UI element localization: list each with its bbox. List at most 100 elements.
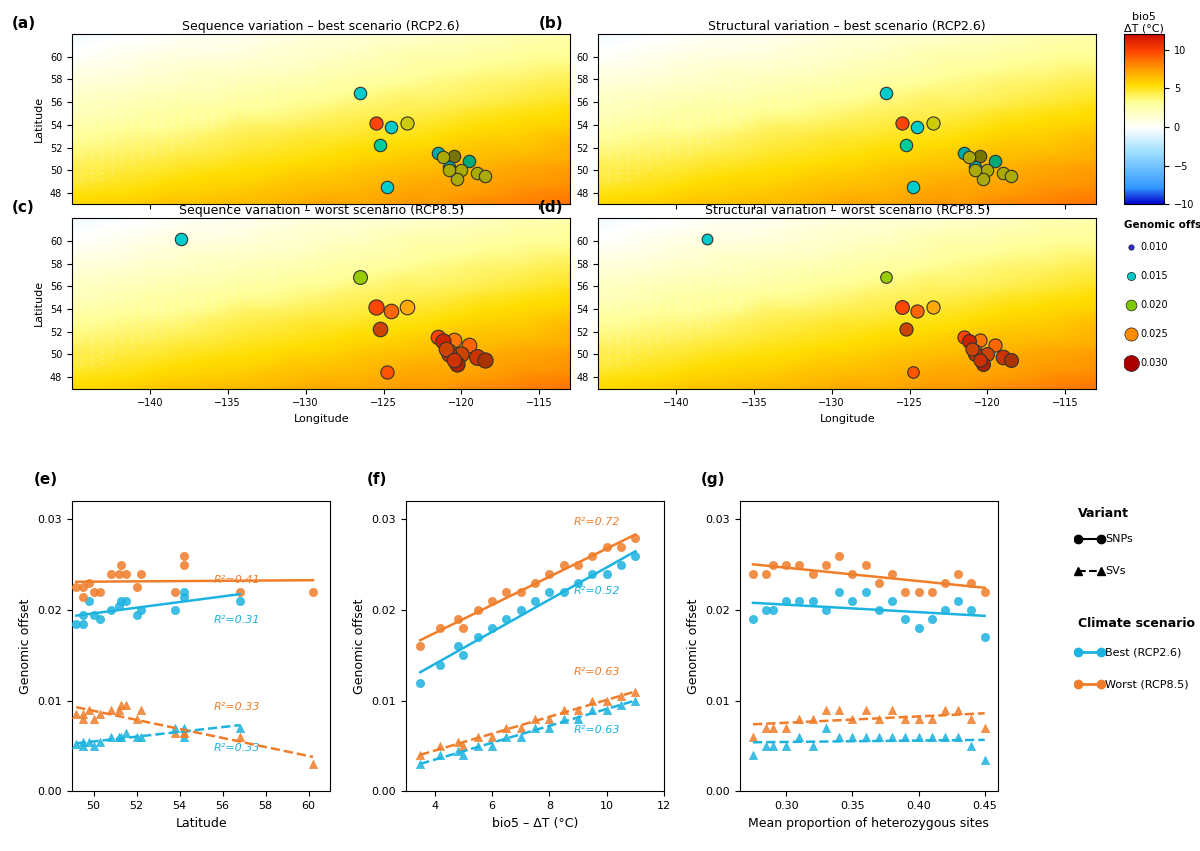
Point: [922, 613, 941, 626]
Point: [454, 740, 473, 753]
Y-axis label: Genomic offset: Genomic offset: [686, 599, 700, 694]
Point: [439, 163, 458, 177]
Point: [569, 576, 588, 590]
Point: [842, 730, 862, 744]
Point: [468, 730, 487, 744]
Point: [962, 740, 982, 753]
Title: Structural variation – worst scenario (RCP8.5): Structural variation – worst scenario (R…: [704, 204, 990, 217]
Point: [612, 699, 631, 712]
Point: [451, 348, 470, 362]
Point: [526, 594, 545, 608]
Text: R²=0.33: R²=0.33: [214, 743, 260, 753]
Point: [935, 703, 954, 717]
Point: [109, 567, 128, 580]
Point: [790, 712, 809, 726]
Point: [877, 86, 896, 100]
Point: [1001, 353, 1020, 367]
Point: [895, 730, 914, 744]
Point: [625, 531, 644, 545]
Point: [949, 594, 968, 608]
Point: [763, 721, 782, 734]
Point: [73, 617, 92, 631]
Point: [431, 621, 450, 635]
Point: [790, 594, 809, 608]
Point: [757, 603, 776, 617]
Point: [1122, 269, 1141, 283]
Point: [895, 613, 914, 626]
Point: [67, 738, 86, 751]
Point: [1122, 298, 1141, 311]
Point: [431, 740, 450, 753]
Point: [230, 730, 250, 744]
Text: (d): (d): [539, 200, 563, 214]
Point: [842, 567, 862, 580]
Point: [965, 160, 984, 174]
Point: [829, 549, 848, 563]
Point: [882, 567, 901, 580]
Point: [829, 585, 848, 599]
Point: [101, 603, 120, 617]
Text: R²=0.63: R²=0.63: [574, 667, 620, 677]
Point: [116, 699, 136, 712]
Point: [433, 150, 452, 163]
Point: [397, 116, 416, 129]
Point: [174, 590, 193, 603]
Point: [526, 576, 545, 590]
Text: R²=0.52: R²=0.52: [574, 586, 620, 597]
Point: [895, 585, 914, 599]
Text: 0.020: 0.020: [1141, 300, 1169, 310]
Text: (e): (e): [34, 471, 58, 487]
Point: [949, 730, 968, 744]
Point: [497, 613, 516, 626]
Text: R²=0.63: R²=0.63: [574, 725, 620, 735]
Point: [882, 594, 901, 608]
Point: [73, 590, 92, 603]
Point: [803, 740, 822, 753]
Point: [73, 712, 92, 726]
Point: [892, 300, 911, 313]
Point: [166, 585, 185, 599]
Point: [540, 721, 559, 734]
Point: [451, 163, 470, 177]
Point: [965, 345, 984, 358]
Point: [816, 558, 835, 572]
Point: [962, 712, 982, 726]
Text: R²=0.72: R²=0.72: [574, 517, 620, 527]
Point: [625, 694, 644, 707]
Text: (g): (g): [701, 471, 726, 487]
Point: [976, 631, 995, 644]
Point: [922, 712, 941, 726]
Point: [904, 365, 923, 379]
Point: [526, 721, 545, 734]
Point: [965, 163, 984, 177]
Point: [976, 721, 995, 734]
Point: [366, 300, 385, 313]
Point: [454, 621, 473, 635]
Point: [776, 721, 796, 734]
Point: [174, 549, 193, 563]
Point: [448, 613, 467, 626]
Point: [994, 166, 1013, 180]
Point: [127, 608, 146, 621]
Point: [976, 753, 995, 767]
Point: [511, 585, 530, 599]
Point: [79, 594, 98, 608]
Point: [73, 734, 92, 748]
Point: [127, 712, 146, 726]
Point: [382, 120, 401, 134]
Point: [174, 726, 193, 740]
Point: [431, 658, 450, 671]
Point: [757, 721, 776, 734]
Point: [540, 712, 559, 726]
Title: Structural variation – best scenario (RCP2.6): Structural variation – best scenario (RC…: [708, 20, 986, 33]
Text: R²=0.33: R²=0.33: [214, 702, 260, 712]
Point: [973, 357, 992, 370]
Point: [79, 576, 98, 590]
Point: [1122, 328, 1141, 341]
Point: [90, 734, 109, 748]
Point: [985, 155, 1004, 168]
Point: [935, 730, 954, 744]
Point: [978, 348, 997, 362]
Point: [790, 558, 809, 572]
Point: [776, 558, 796, 572]
